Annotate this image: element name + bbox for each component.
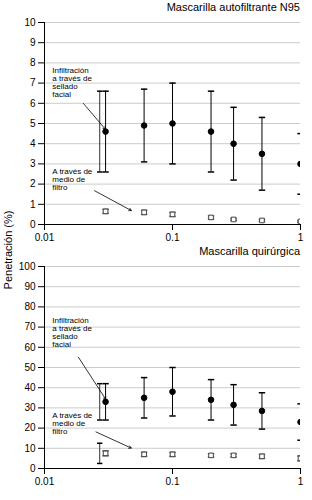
- svg-text:40: 40: [24, 382, 36, 393]
- svg-text:10: 10: [24, 17, 36, 28]
- svg-text:0.01: 0.01: [35, 232, 55, 243]
- svg-text:A través demedio defiltro: A través demedio defiltro: [52, 167, 93, 192]
- svg-text:Infiltracióna través desellado: Infiltracióna través deselladofacial: [52, 316, 92, 349]
- svg-text:0: 0: [30, 463, 36, 474]
- svg-text:0.01: 0.01: [35, 476, 55, 487]
- svg-text:50: 50: [24, 362, 36, 373]
- svg-text:1: 1: [298, 476, 304, 487]
- svg-text:60: 60: [24, 342, 36, 353]
- svg-text:7: 7: [30, 77, 36, 88]
- svg-text:1: 1: [30, 199, 36, 210]
- svg-text:A través demedio defiltro: A través demedio defiltro: [52, 411, 93, 436]
- svg-text:30: 30: [24, 402, 36, 413]
- svg-text:6: 6: [30, 98, 36, 109]
- svg-text:5: 5: [30, 118, 36, 129]
- svg-text:20: 20: [24, 422, 36, 433]
- html-text:Mascarilla quirúrgica: Mascarilla quirúrgica: [199, 245, 300, 257]
- svg-text:70: 70: [24, 321, 36, 332]
- html-text:Penetración (%): Penetración (%): [2, 210, 14, 290]
- svg-text:100: 100: [19, 261, 36, 272]
- svg-text:2: 2: [30, 178, 36, 189]
- svg-text:3: 3: [30, 158, 36, 169]
- svg-text:80: 80: [24, 301, 36, 312]
- svg-text:90: 90: [24, 281, 36, 292]
- svg-text:9: 9: [30, 37, 36, 48]
- html-text:Mascarilla autofiltrante N95: Mascarilla autofiltrante N95: [166, 1, 300, 13]
- svg-text:10: 10: [24, 443, 36, 454]
- svg-text:4: 4: [30, 138, 36, 149]
- svg-text:Infiltracióna través desellado: Infiltracióna través deselladofacial: [52, 66, 92, 99]
- svg-text:8: 8: [30, 57, 36, 68]
- svg-text:0: 0: [30, 219, 36, 230]
- svg-text:0.1: 0.1: [166, 232, 180, 243]
- svg-text:0.1: 0.1: [166, 476, 180, 487]
- svg-text:1: 1: [298, 232, 304, 243]
